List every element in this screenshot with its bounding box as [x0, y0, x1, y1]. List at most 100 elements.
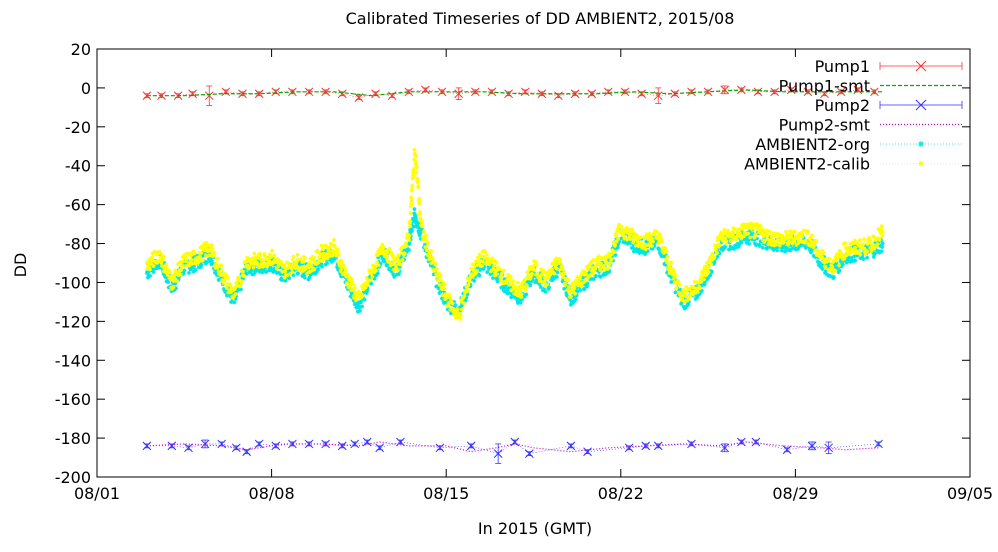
point — [665, 254, 670, 259]
point — [787, 232, 792, 237]
point — [505, 291, 510, 296]
point — [325, 256, 330, 261]
point — [291, 273, 296, 278]
point — [161, 254, 166, 259]
point — [392, 267, 397, 272]
point — [216, 277, 221, 282]
point — [445, 304, 450, 309]
point — [317, 251, 322, 256]
point — [300, 274, 305, 279]
point — [751, 437, 761, 447]
point — [604, 260, 609, 265]
point — [372, 270, 377, 275]
point — [442, 300, 447, 305]
point — [553, 275, 558, 280]
point — [453, 303, 458, 308]
point — [352, 293, 357, 298]
point — [722, 227, 727, 232]
point — [281, 263, 286, 268]
point — [836, 87, 846, 97]
point — [361, 295, 366, 300]
point — [404, 87, 414, 97]
point — [737, 227, 742, 232]
point — [307, 275, 312, 280]
series-pump1 — [142, 85, 879, 106]
point — [374, 273, 379, 278]
point — [411, 224, 416, 229]
point — [685, 298, 690, 303]
point — [331, 258, 336, 263]
point — [469, 266, 474, 271]
point — [426, 241, 431, 246]
point — [170, 273, 175, 278]
point — [820, 89, 829, 99]
point — [682, 306, 687, 311]
point — [698, 277, 703, 282]
point — [646, 242, 651, 247]
point — [408, 204, 413, 209]
point — [286, 261, 291, 266]
point — [396, 272, 401, 277]
point — [687, 87, 696, 97]
point — [598, 274, 603, 279]
point — [221, 287, 226, 292]
point — [715, 254, 720, 259]
point — [524, 283, 529, 288]
x-axis-label: In 2015 (GMT) — [478, 519, 592, 538]
point — [617, 222, 622, 227]
point — [502, 277, 507, 282]
point — [734, 237, 739, 242]
point — [430, 255, 435, 260]
point — [356, 289, 361, 294]
point — [360, 294, 365, 299]
point — [625, 237, 630, 242]
point — [450, 301, 455, 306]
point — [271, 441, 281, 451]
point — [692, 279, 697, 284]
point — [514, 296, 519, 301]
point — [533, 274, 538, 279]
point — [171, 278, 176, 283]
point — [494, 260, 499, 265]
point — [365, 286, 370, 291]
point — [630, 228, 635, 233]
point — [499, 274, 504, 279]
point — [572, 284, 577, 289]
point — [541, 270, 546, 275]
point — [256, 253, 261, 258]
point — [839, 264, 844, 269]
point — [328, 244, 333, 249]
point — [467, 279, 472, 284]
point — [622, 236, 627, 241]
point — [207, 251, 212, 256]
point — [424, 238, 429, 243]
point — [615, 227, 620, 232]
point — [653, 441, 663, 451]
point — [758, 223, 763, 228]
point — [437, 283, 442, 288]
point — [544, 270, 549, 275]
point — [865, 246, 870, 251]
point — [641, 441, 651, 451]
point — [373, 264, 378, 269]
point — [830, 264, 835, 269]
point — [556, 258, 561, 263]
point — [329, 259, 334, 264]
point — [870, 242, 875, 247]
point — [597, 262, 602, 267]
point — [570, 287, 575, 292]
point — [172, 275, 177, 280]
point — [747, 229, 752, 234]
point — [517, 290, 522, 295]
point — [606, 254, 611, 259]
point — [347, 277, 352, 282]
point — [210, 246, 215, 251]
point — [825, 256, 830, 261]
point — [625, 241, 630, 246]
point — [335, 262, 340, 267]
y-tick-label: -200 — [55, 468, 91, 487]
point — [350, 439, 360, 449]
point — [155, 264, 160, 269]
point — [332, 243, 337, 248]
point — [852, 249, 857, 254]
